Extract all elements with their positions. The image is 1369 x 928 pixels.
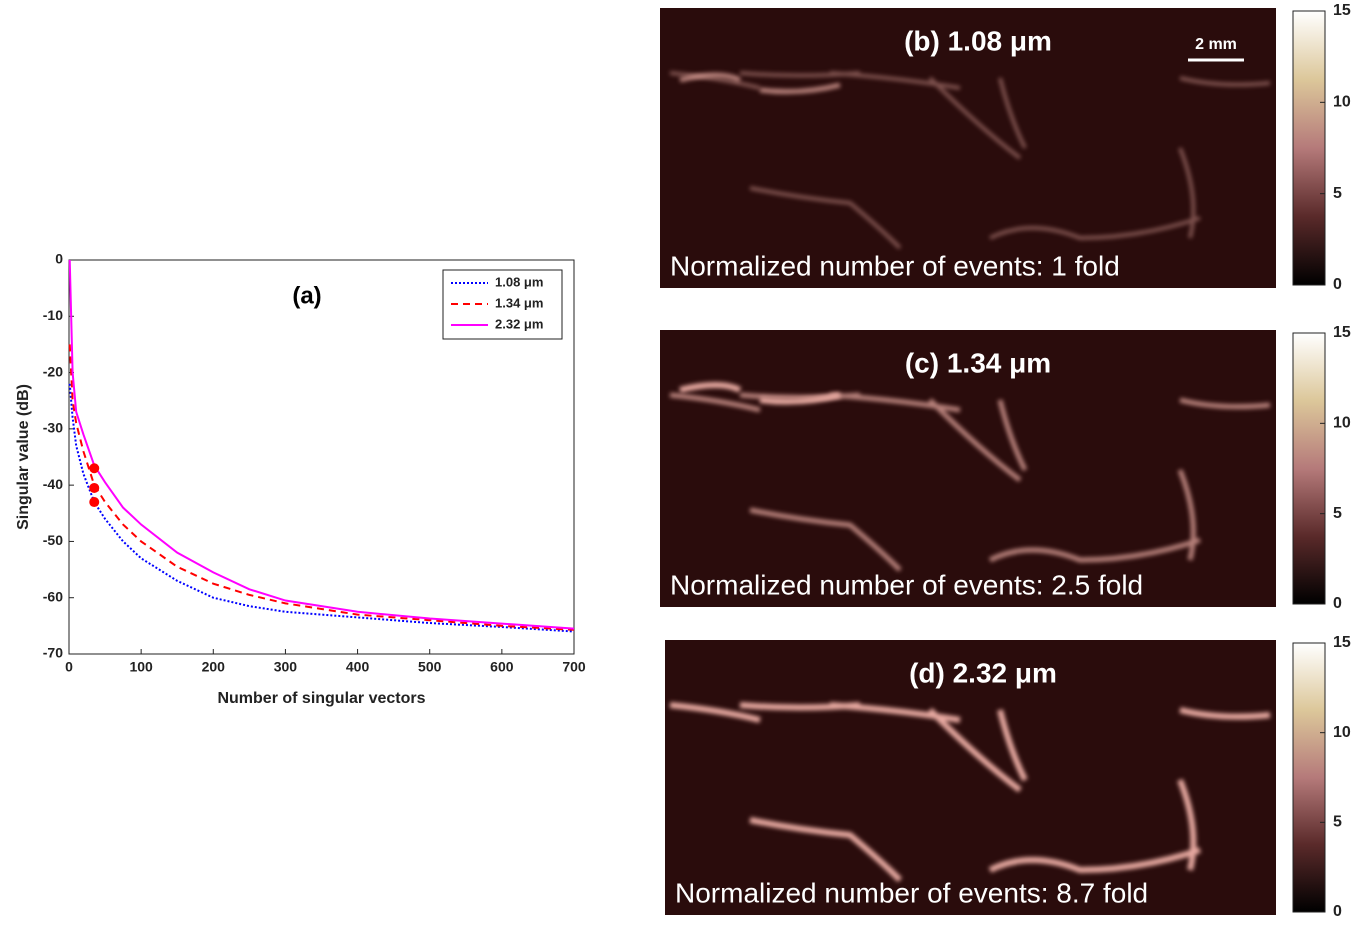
annotation: Normalized number of events: 1 fold — [670, 250, 1120, 281]
x-tick-label: 200 — [202, 659, 226, 675]
scale-bar-label: 2 mm — [1195, 36, 1237, 53]
y-tick-label: -30 — [43, 420, 63, 436]
y-tick-label: 0 — [55, 251, 63, 267]
legend-label: 2.32 μm — [495, 316, 543, 331]
colorbar-tick-label: 10 — [1333, 415, 1351, 432]
figure: 01002003004005006007000-10-20-30-40-50-6… — [0, 0, 1369, 923]
colorbar — [1293, 11, 1325, 285]
colorbar — [1293, 643, 1325, 912]
y-tick-label: -50 — [43, 532, 63, 548]
x-tick-label: 600 — [490, 659, 514, 675]
colorbar-tick-label: 15 — [1333, 324, 1351, 341]
marker — [89, 497, 99, 507]
marker — [89, 463, 99, 473]
colorbar-tick-label: 0 — [1333, 595, 1342, 612]
y-tick-label: -60 — [43, 588, 63, 604]
x-tick-label: 700 — [562, 659, 586, 675]
colorbar-tick-label: 10 — [1333, 94, 1351, 111]
panel-label: (a) — [292, 282, 321, 309]
colorbar-tick-label: 5 — [1333, 814, 1342, 831]
annotation: Normalized number of events: 8.7 fold — [675, 877, 1148, 908]
colorbar-tick-label: 0 — [1333, 276, 1342, 293]
panel-title: (d) 2.32 μm — [909, 657, 1057, 688]
y-axis-label: Singular value (dB) — [15, 384, 32, 530]
x-tick-label: 500 — [418, 659, 442, 675]
y-tick-label: -70 — [43, 645, 63, 661]
annotation: Normalized number of events: 2.5 fold — [670, 569, 1143, 600]
colorbar-tick-label: 5 — [1333, 185, 1342, 202]
colorbar-tick-label: 15 — [1333, 2, 1351, 19]
colorbar-tick-label: 10 — [1333, 724, 1351, 741]
y-tick-label: -10 — [43, 307, 63, 323]
colorbar-tick-label: 5 — [1333, 505, 1342, 522]
x-tick-label: 0 — [65, 659, 73, 675]
legend-label: 1.34 μm — [495, 295, 543, 310]
colorbar-tick-label: 0 — [1333, 903, 1342, 920]
x-tick-label: 300 — [274, 659, 298, 675]
panel-title: (c) 1.34 μm — [905, 347, 1051, 378]
colorbar-tick-label: 15 — [1333, 634, 1351, 651]
y-tick-label: -20 — [43, 363, 63, 379]
legend-label: 1.08 μm — [495, 274, 543, 289]
y-tick-label: -40 — [43, 476, 63, 492]
colorbar — [1293, 333, 1325, 604]
x-tick-label: 400 — [346, 659, 370, 675]
marker — [89, 483, 99, 493]
x-tick-label: 100 — [129, 659, 153, 675]
x-axis-label: Number of singular vectors — [217, 690, 425, 707]
panel-title: (b) 1.08 μm — [904, 25, 1052, 56]
